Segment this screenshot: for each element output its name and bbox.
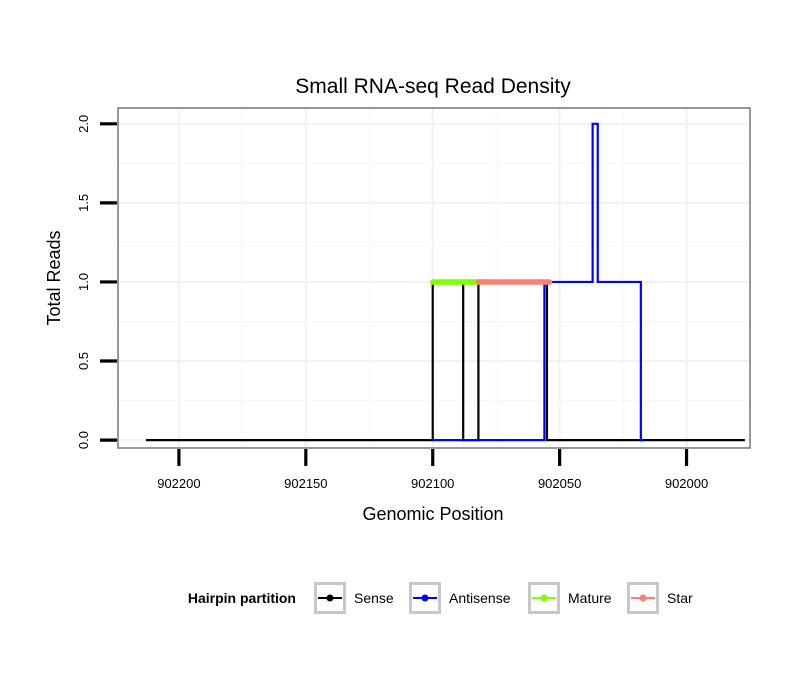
x-tick-label: 902150 [284, 476, 327, 491]
legend-label: Sense [354, 590, 394, 606]
x-tick-label: 902200 [157, 476, 200, 491]
y-tick-label: 0.0 [76, 431, 91, 449]
x-tick-label: 902000 [665, 476, 708, 491]
x-tick-label: 902050 [538, 476, 581, 491]
chart-title: Small RNA-seq Read Density [295, 75, 571, 98]
x-tick-label: 902100 [411, 476, 454, 491]
legend-item-star: Star [627, 582, 693, 614]
legend-item-sense: Sense [314, 582, 394, 614]
legend-key-point [421, 594, 429, 602]
series-lines [145, 122, 745, 442]
legend-title: Hairpin partition [188, 590, 296, 606]
legend-item-antisense: Antisense [409, 582, 511, 614]
legend-item-mature: Mature [528, 582, 612, 614]
legend: Hairpin partition Sense Antisense Mature St… [188, 582, 693, 614]
legend-key-point [326, 594, 334, 602]
legend-label: Mature [568, 590, 612, 606]
y-axis-ticks: 0.0 0.5 1.0 1.5 2.0 [76, 115, 117, 449]
legend-label: Star [667, 590, 693, 606]
x-axis-label: Genomic Position [362, 504, 503, 524]
y-tick-label: 0.5 [76, 352, 91, 370]
y-tick-label: 1.0 [76, 273, 91, 291]
plot-panel-border [117, 107, 751, 449]
y-axis-label: Total Reads [44, 230, 64, 325]
legend-key-point [639, 594, 647, 602]
y-tick-label: 1.5 [76, 194, 91, 212]
legend-label: Antisense [449, 590, 511, 606]
grid-lines [118, 108, 750, 448]
y-tick-label: 2.0 [76, 115, 91, 133]
x-axis-ticks: 902200 902150 902100 902050 902000 [157, 449, 708, 491]
series-line-antisense [432, 122, 644, 442]
legend-key-point [540, 594, 548, 602]
